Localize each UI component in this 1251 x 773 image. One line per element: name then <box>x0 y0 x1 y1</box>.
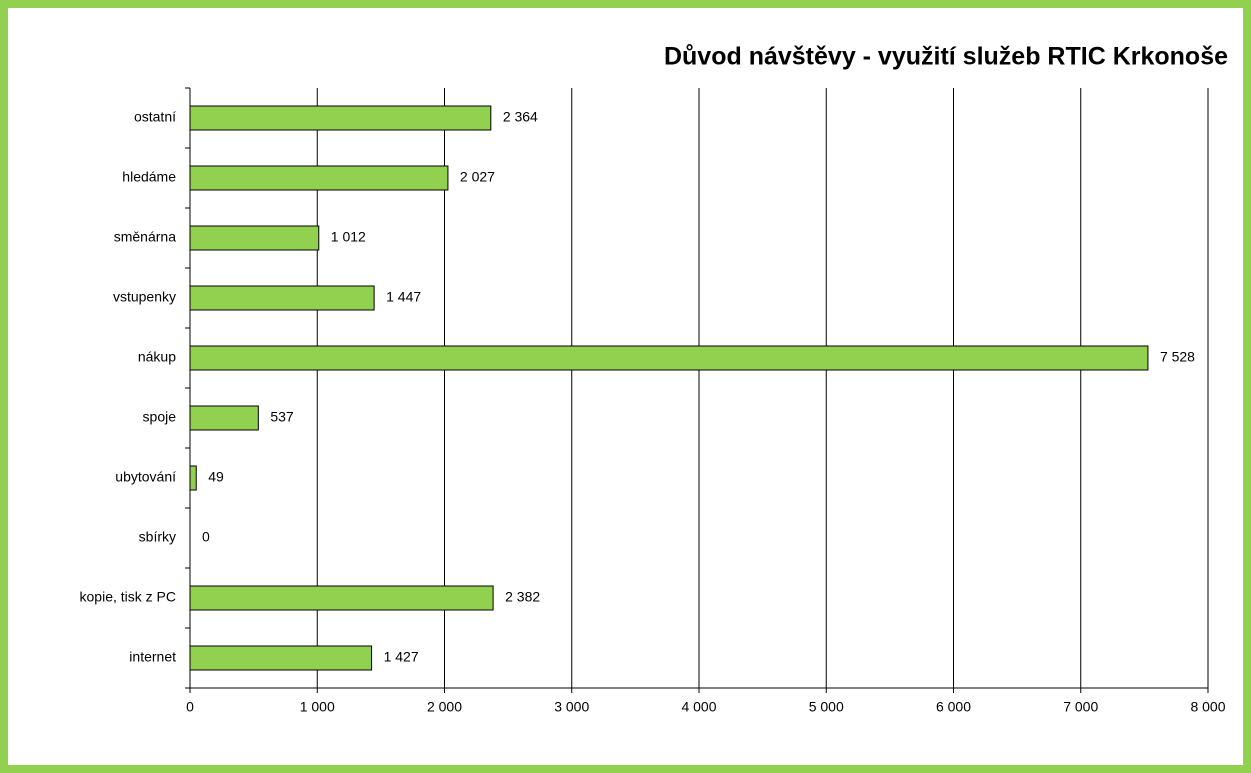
bar <box>189 405 259 431</box>
bar <box>189 585 494 611</box>
bar <box>189 345 1149 371</box>
y-tick-label: spoje <box>143 409 177 425</box>
data-label: 0 <box>202 529 210 545</box>
y-tick-label: vstupenky <box>113 289 176 305</box>
y-tick-label: ostatní <box>134 109 176 125</box>
data-label: 2 364 <box>503 109 538 125</box>
x-tick-label: 7 000 <box>1063 699 1098 715</box>
x-tick-label: 1 000 <box>300 699 335 715</box>
y-tick-label: internet <box>129 649 176 665</box>
data-label: 2 027 <box>460 169 495 185</box>
y-tick-label: kopie, tisk z PC <box>80 589 176 605</box>
x-tick-label: 3 000 <box>554 699 589 715</box>
y-tick-label: ubytování <box>115 469 176 485</box>
data-label: 49 <box>208 469 224 485</box>
y-tick-label: sbírky <box>139 529 176 545</box>
x-tick-label: 0 <box>186 699 194 715</box>
x-tick-label: 6 000 <box>936 699 971 715</box>
y-tick-label: nákup <box>138 349 176 365</box>
x-tick-label: 8 000 <box>1190 699 1225 715</box>
data-label: 2 382 <box>505 589 540 605</box>
y-tick-label: hledáme <box>122 169 176 185</box>
data-label: 1 447 <box>386 289 421 305</box>
chart-title: Důvod návštěvy - využití služeb RTIC Krk… <box>664 43 1228 71</box>
bar <box>189 165 449 191</box>
x-tick-label: 2 000 <box>427 699 462 715</box>
y-tick-label: směnárna <box>114 229 176 245</box>
data-label: 7 528 <box>1160 349 1195 365</box>
data-label: 1 427 <box>384 649 419 665</box>
data-label: 1 012 <box>331 229 366 245</box>
bar <box>189 225 320 251</box>
bar <box>189 285 375 311</box>
bar <box>189 465 197 491</box>
bar <box>189 105 492 131</box>
x-tick-label: 4 000 <box>681 699 716 715</box>
bar <box>189 645 373 671</box>
data-label: 537 <box>270 409 294 425</box>
x-tick-label: 5 000 <box>809 699 844 715</box>
